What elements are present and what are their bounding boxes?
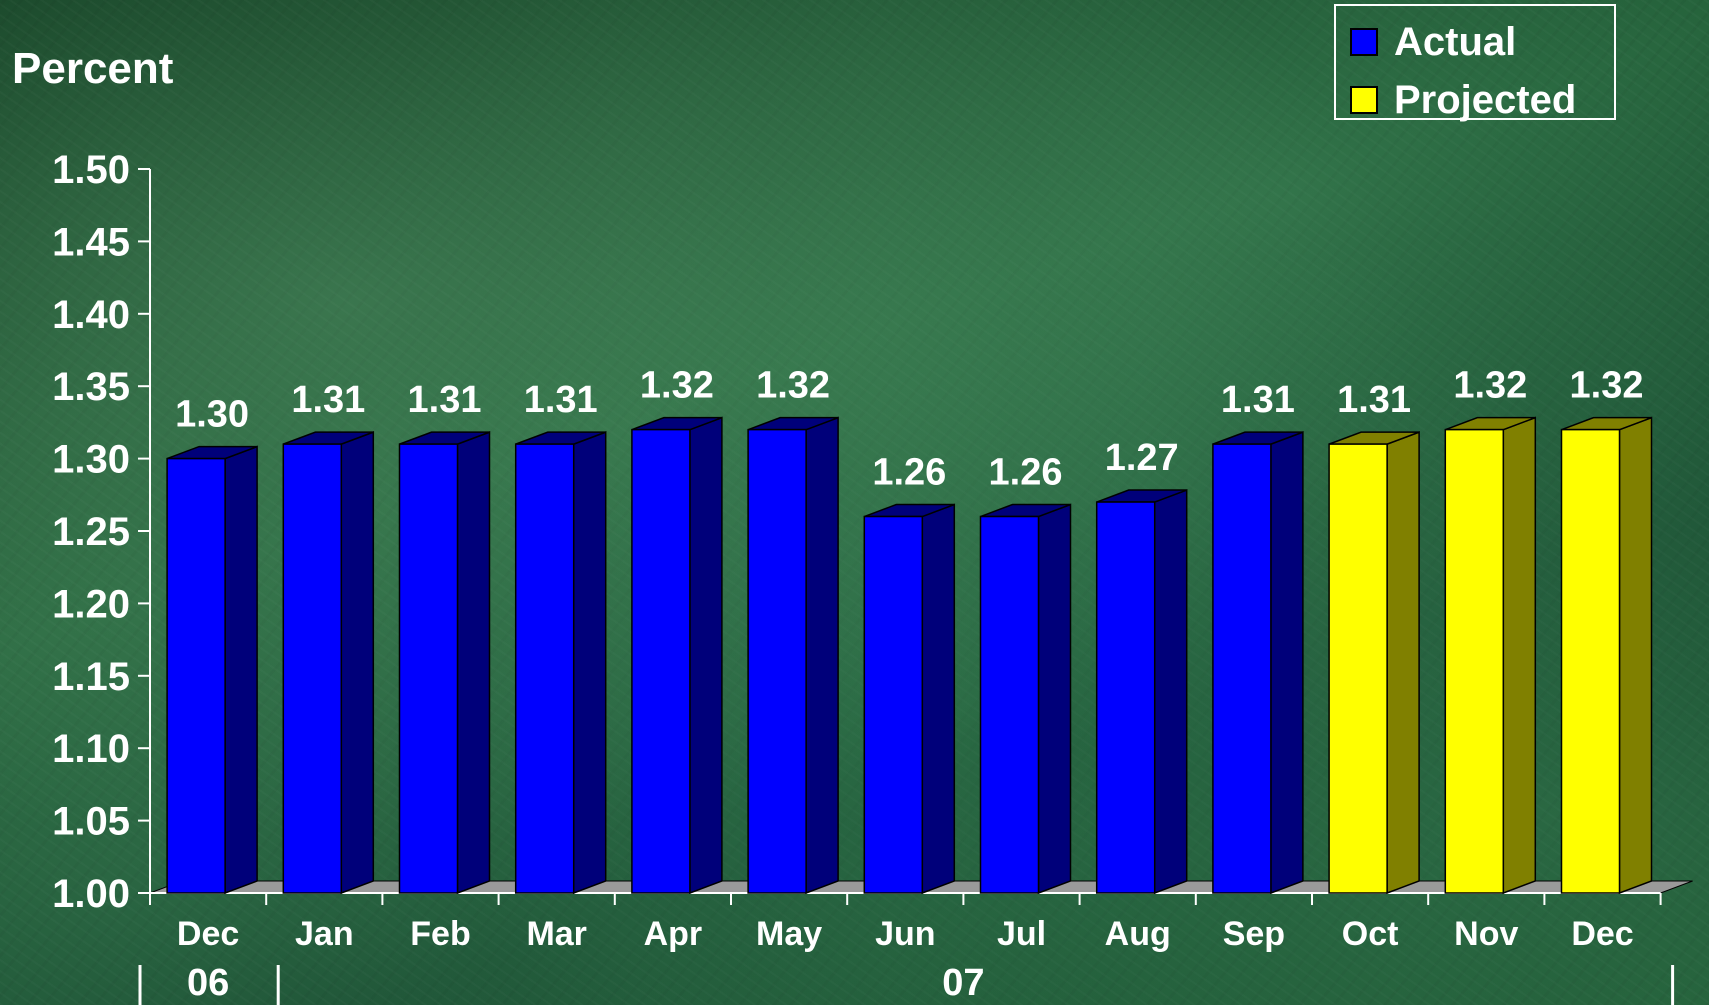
bar-10 [1328,443,1388,894]
legend-item-actual: Actual [1350,19,1517,64]
x-tick-label-6: Jun [875,915,935,953]
legend-label-actual: Actual [1394,19,1517,64]
bar-side-6 [921,503,956,895]
bar-1 [282,443,343,894]
y-axis-title: Percent [12,44,174,93]
bar-5 [747,428,807,894]
bar-11 [1444,428,1505,894]
legend-swatch-projected [1350,86,1378,114]
bar-side-8 [1153,488,1188,895]
y-tick-label-9: 1.45 [52,220,130,264]
data-label-7: 1.26 [989,452,1063,494]
x-tick-label-0: Dec [177,915,239,953]
bar-side-12 [1618,416,1653,895]
y-tick-label-4: 1.20 [52,582,130,626]
y-tick-label-2: 1.10 [52,727,130,771]
data-label-0: 1.30 [175,394,249,436]
bar-side-10 [1386,431,1420,895]
legend-label-projected: Projected [1394,77,1577,122]
x-tick-label-10: Oct [1342,915,1399,953]
data-label-2: 1.31 [408,379,482,421]
y-tick-label-0: 1.00 [52,872,130,916]
chart-legend: Actual Projected [1334,4,1616,122]
bar-side-4 [689,416,723,895]
bar-side-11 [1502,416,1537,895]
x-tick-label-4: Apr [644,915,703,953]
data-label-6: 1.26 [872,452,946,494]
year-label-0: 06 [187,962,229,1004]
bar-side-3 [572,431,607,895]
data-label-9: 1.31 [1221,379,1295,421]
x-tick-label-7: Jul [997,915,1046,953]
bar-side-0 [224,445,258,895]
bar-7 [979,515,1040,894]
y-tick-label-6: 1.30 [52,438,130,482]
y-tick-label-10: 1.50 [52,148,130,192]
y-tick-label-5: 1.25 [52,510,130,554]
x-tick-label-8: Aug [1105,915,1171,953]
x-tick-label-9: Sep [1223,915,1285,953]
x-tick-label-11: Nov [1454,915,1518,953]
data-label-4: 1.32 [640,365,714,407]
bar-side-5 [805,416,839,895]
bar-6 [863,515,924,894]
bar-side-7 [1037,503,1072,895]
bar-side-1 [340,431,375,895]
y-tick-label-8: 1.40 [52,293,130,337]
data-label-5: 1.32 [756,365,830,407]
bar-8 [1095,501,1156,894]
bar-9 [1212,443,1272,894]
data-label-8: 1.27 [1105,437,1179,479]
data-label-12: 1.32 [1570,365,1644,407]
data-label-1: 1.31 [291,379,365,421]
year-label-1: 07 [942,962,984,1004]
bar-4 [631,428,691,894]
data-label-10: 1.31 [1337,379,1411,421]
bar-side-9 [1270,431,1304,895]
data-label-11: 1.32 [1453,365,1527,407]
legend-item-projected: Projected [1350,77,1577,122]
x-tick-label-3: Mar [526,915,586,953]
bar-side-2 [456,431,491,895]
y-tick-label-3: 1.15 [52,655,130,699]
bar-0 [166,457,226,894]
x-tick-label-12: Dec [1571,915,1633,953]
x-tick-label-1: Jan [295,915,354,953]
x-tick-label-2: Feb [410,915,470,953]
bar-12 [1560,428,1621,894]
y-tick-label-7: 1.35 [52,365,130,409]
legend-swatch-actual [1350,28,1378,56]
y-tick-label-1: 1.05 [52,800,130,844]
data-label-3: 1.31 [524,379,598,421]
bar-3 [514,443,575,894]
bar-2 [398,443,459,894]
x-tick-label-5: May [756,915,822,953]
